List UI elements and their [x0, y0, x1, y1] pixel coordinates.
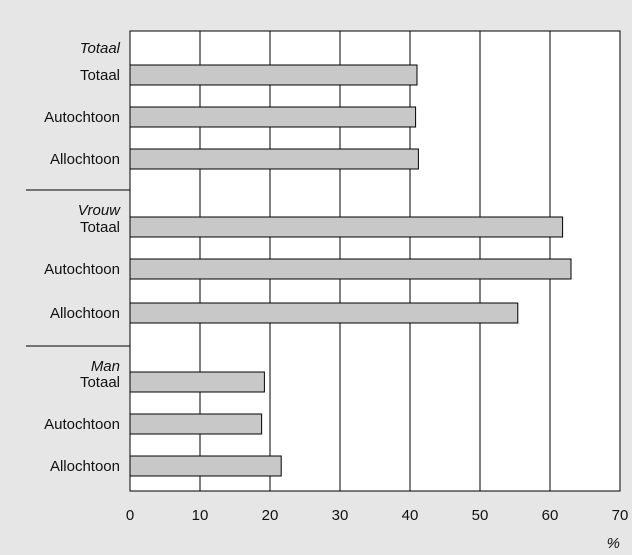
- x-tick-label: 60: [542, 507, 559, 524]
- category-labels: TotaalTotaalAutochtoonAllochtoonVrouwTot…: [26, 40, 130, 475]
- plot-border: [129, 30, 621, 492]
- bar: [129, 216, 564, 238]
- group-label: Man: [91, 358, 120, 375]
- category-label: Totaal: [80, 219, 120, 236]
- bar: [129, 455, 282, 477]
- bar: [129, 413, 263, 435]
- x-tick-label: 0: [126, 507, 134, 524]
- bar: [129, 64, 418, 86]
- bar: [129, 371, 265, 393]
- category-label: Autochtoon: [44, 416, 120, 433]
- x-unit-label: %: [607, 535, 620, 552]
- group-label: Vrouw: [78, 202, 121, 219]
- x-tick-labels: 0 10 20 30 40 50 60 70: [126, 507, 629, 524]
- category-label: Autochtoon: [44, 109, 120, 126]
- x-tick-label: 40: [402, 507, 419, 524]
- bar: [129, 148, 419, 170]
- group-label: Totaal: [80, 40, 121, 57]
- x-tick-label: 20: [262, 507, 279, 524]
- x-tick-label: 70: [612, 507, 629, 524]
- bar: [129, 258, 572, 280]
- category-label: Allochtoon: [50, 151, 120, 168]
- category-label: Allochtoon: [50, 305, 120, 322]
- x-tick-label: 30: [332, 507, 349, 524]
- bar: [129, 106, 417, 128]
- x-tick-label: 50: [472, 507, 489, 524]
- category-label: Totaal: [80, 374, 120, 391]
- category-label: Totaal: [80, 67, 120, 84]
- x-tick-label: 10: [192, 507, 209, 524]
- bar: [129, 302, 519, 324]
- category-label: Allochtoon: [50, 458, 120, 475]
- category-label: Autochtoon: [44, 261, 120, 278]
